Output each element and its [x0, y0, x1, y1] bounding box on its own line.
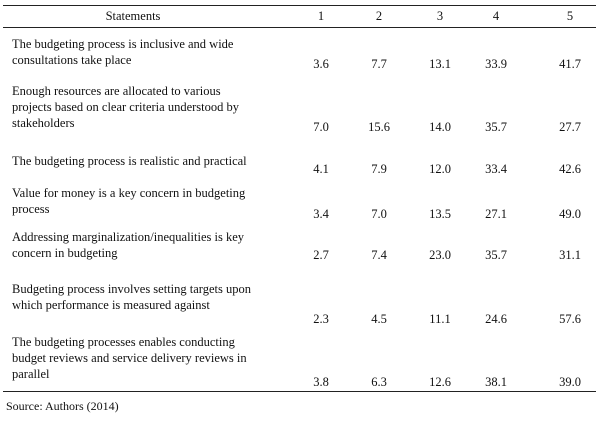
- row-6-value-4: 24.6: [485, 312, 507, 326]
- row-4-value-4: 27.1: [485, 207, 507, 221]
- row-4-value-2: 7.0: [371, 207, 387, 221]
- table-top-rule: [3, 5, 596, 6]
- row-2-value-3: 14.0: [429, 120, 451, 134]
- row-6-value-3: 11.1: [429, 312, 451, 326]
- row-5-value-3: 23.0: [429, 248, 451, 262]
- row-6-value-5: 57.6: [559, 312, 581, 326]
- header-col-3: 3: [436, 9, 444, 23]
- row-1-value-2: 7.7: [371, 57, 387, 71]
- row-1-value-4: 33.9: [485, 57, 507, 71]
- row-1-value-5: 41.7: [559, 57, 581, 71]
- row-2-value-1: 7.0: [313, 120, 329, 134]
- row-5-value-1: 2.7: [313, 248, 329, 262]
- row-6-statement: Budgeting process involves setting targe…: [12, 282, 251, 312]
- row-3-value-1: 4.1: [313, 162, 329, 176]
- row-5-value-5: 31.1: [559, 248, 581, 262]
- header-col-2: 2: [375, 9, 383, 23]
- row-5-value-4: 35.7: [485, 248, 507, 262]
- row-2-value-4: 35.7: [485, 120, 507, 134]
- header-col-4: 4: [492, 9, 500, 23]
- table-bottom-rule: [3, 391, 596, 392]
- table-header-rule: [3, 27, 596, 28]
- header-col-1: 1: [317, 9, 325, 23]
- row-1-statement: The budgeting process is inclusive and w…: [12, 37, 234, 67]
- row-4-value-5: 49.0: [559, 207, 581, 221]
- row-4-value-1: 3.4: [313, 207, 329, 221]
- row-2-value-2: 15.6: [368, 120, 390, 134]
- row-3-value-2: 7.9: [371, 162, 387, 176]
- row-4-statement: Value for money is a key concern in budg…: [12, 186, 246, 216]
- row-7-value-3: 12.6: [429, 375, 451, 389]
- row-5-statement: Addressing marginalization/inequalities …: [12, 230, 245, 260]
- row-3-statement: The budgeting process is realistic and p…: [12, 154, 247, 168]
- row-5-value-2: 7.4: [371, 248, 387, 262]
- header-col-5: 5: [566, 9, 574, 23]
- row-2-statement: Enough resources are allocated to variou…: [12, 84, 239, 130]
- row-1-value-3: 13.1: [429, 57, 451, 71]
- source-note: Source: Authors (2014): [6, 399, 119, 413]
- row-7-value-2: 6.3: [371, 375, 387, 389]
- row-3-value-3: 12.0: [429, 162, 451, 176]
- row-7-statement: The budgeting processes enables conducti…: [12, 335, 247, 381]
- row-6-value-1: 2.3: [313, 312, 329, 326]
- row-3-value-4: 33.4: [485, 162, 507, 176]
- row-4-value-3: 13.5: [429, 207, 451, 221]
- row-1-value-1: 3.6: [313, 57, 329, 71]
- header-statements: Statements: [105, 9, 161, 23]
- row-6-value-2: 4.5: [371, 312, 387, 326]
- row-3-value-5: 42.6: [559, 162, 581, 176]
- row-7-value-4: 38.1: [485, 375, 507, 389]
- row-7-value-5: 39.0: [559, 375, 581, 389]
- row-7-value-1: 3.8: [313, 375, 329, 389]
- row-2-value-5: 27.7: [559, 120, 581, 134]
